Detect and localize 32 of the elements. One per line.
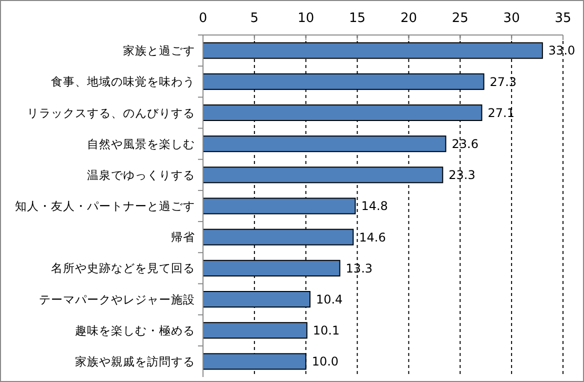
data-label: 33.0 [548, 44, 576, 58]
y-tick-label: 名所や史跡などを見て回る [51, 261, 195, 276]
bar [202, 322, 308, 339]
x-tick-label: 15 [349, 11, 366, 26]
x-tick-label: 5 [250, 11, 259, 26]
y-tick-label: 自然や風景を楽しむ [87, 136, 195, 151]
data-label: 13.3 [346, 261, 373, 276]
y-tick-label: 帰省 [171, 230, 195, 244]
data-label: 23.6 [452, 137, 478, 152]
x-tick-label: 25 [452, 11, 468, 26]
y-tick-label: テーマパークやレジャー施設 [39, 292, 195, 306]
data-label: 27.3 [490, 74, 517, 89]
y-tick-label: 家族と過ごす [123, 44, 195, 58]
x-tick-label: 35 [554, 11, 572, 26]
x-tick-label: 10 [298, 11, 314, 26]
x-tick-label: 0 [198, 11, 208, 26]
data-label: 23.3 [448, 168, 476, 182]
x-tick-label: 30 [503, 11, 520, 26]
x-tick-label: 20 [400, 11, 417, 26]
y-tick-label: 家族や親戚を訪問する [75, 354, 195, 368]
y-tick-label: 知人・友人・パートナーと過ごす [15, 199, 195, 214]
y-tick-label: 温泉でゆっくりする [87, 168, 195, 182]
data-label: 10.0 [312, 354, 339, 369]
y-tick-label: 食事、地域の味覚を味わう [51, 74, 195, 89]
data-label: 10.1 [312, 324, 340, 338]
data-label: 27.1 [488, 106, 514, 120]
y-tick-label: 趣味を楽しむ・極める [75, 323, 195, 338]
data-label: 14.8 [361, 199, 388, 214]
bar [202, 166, 444, 184]
data-label: 10.4 [316, 292, 343, 306]
data-label: 14.6 [359, 230, 386, 244]
y-tick-label: リラックスする、のんびりする [27, 106, 195, 120]
